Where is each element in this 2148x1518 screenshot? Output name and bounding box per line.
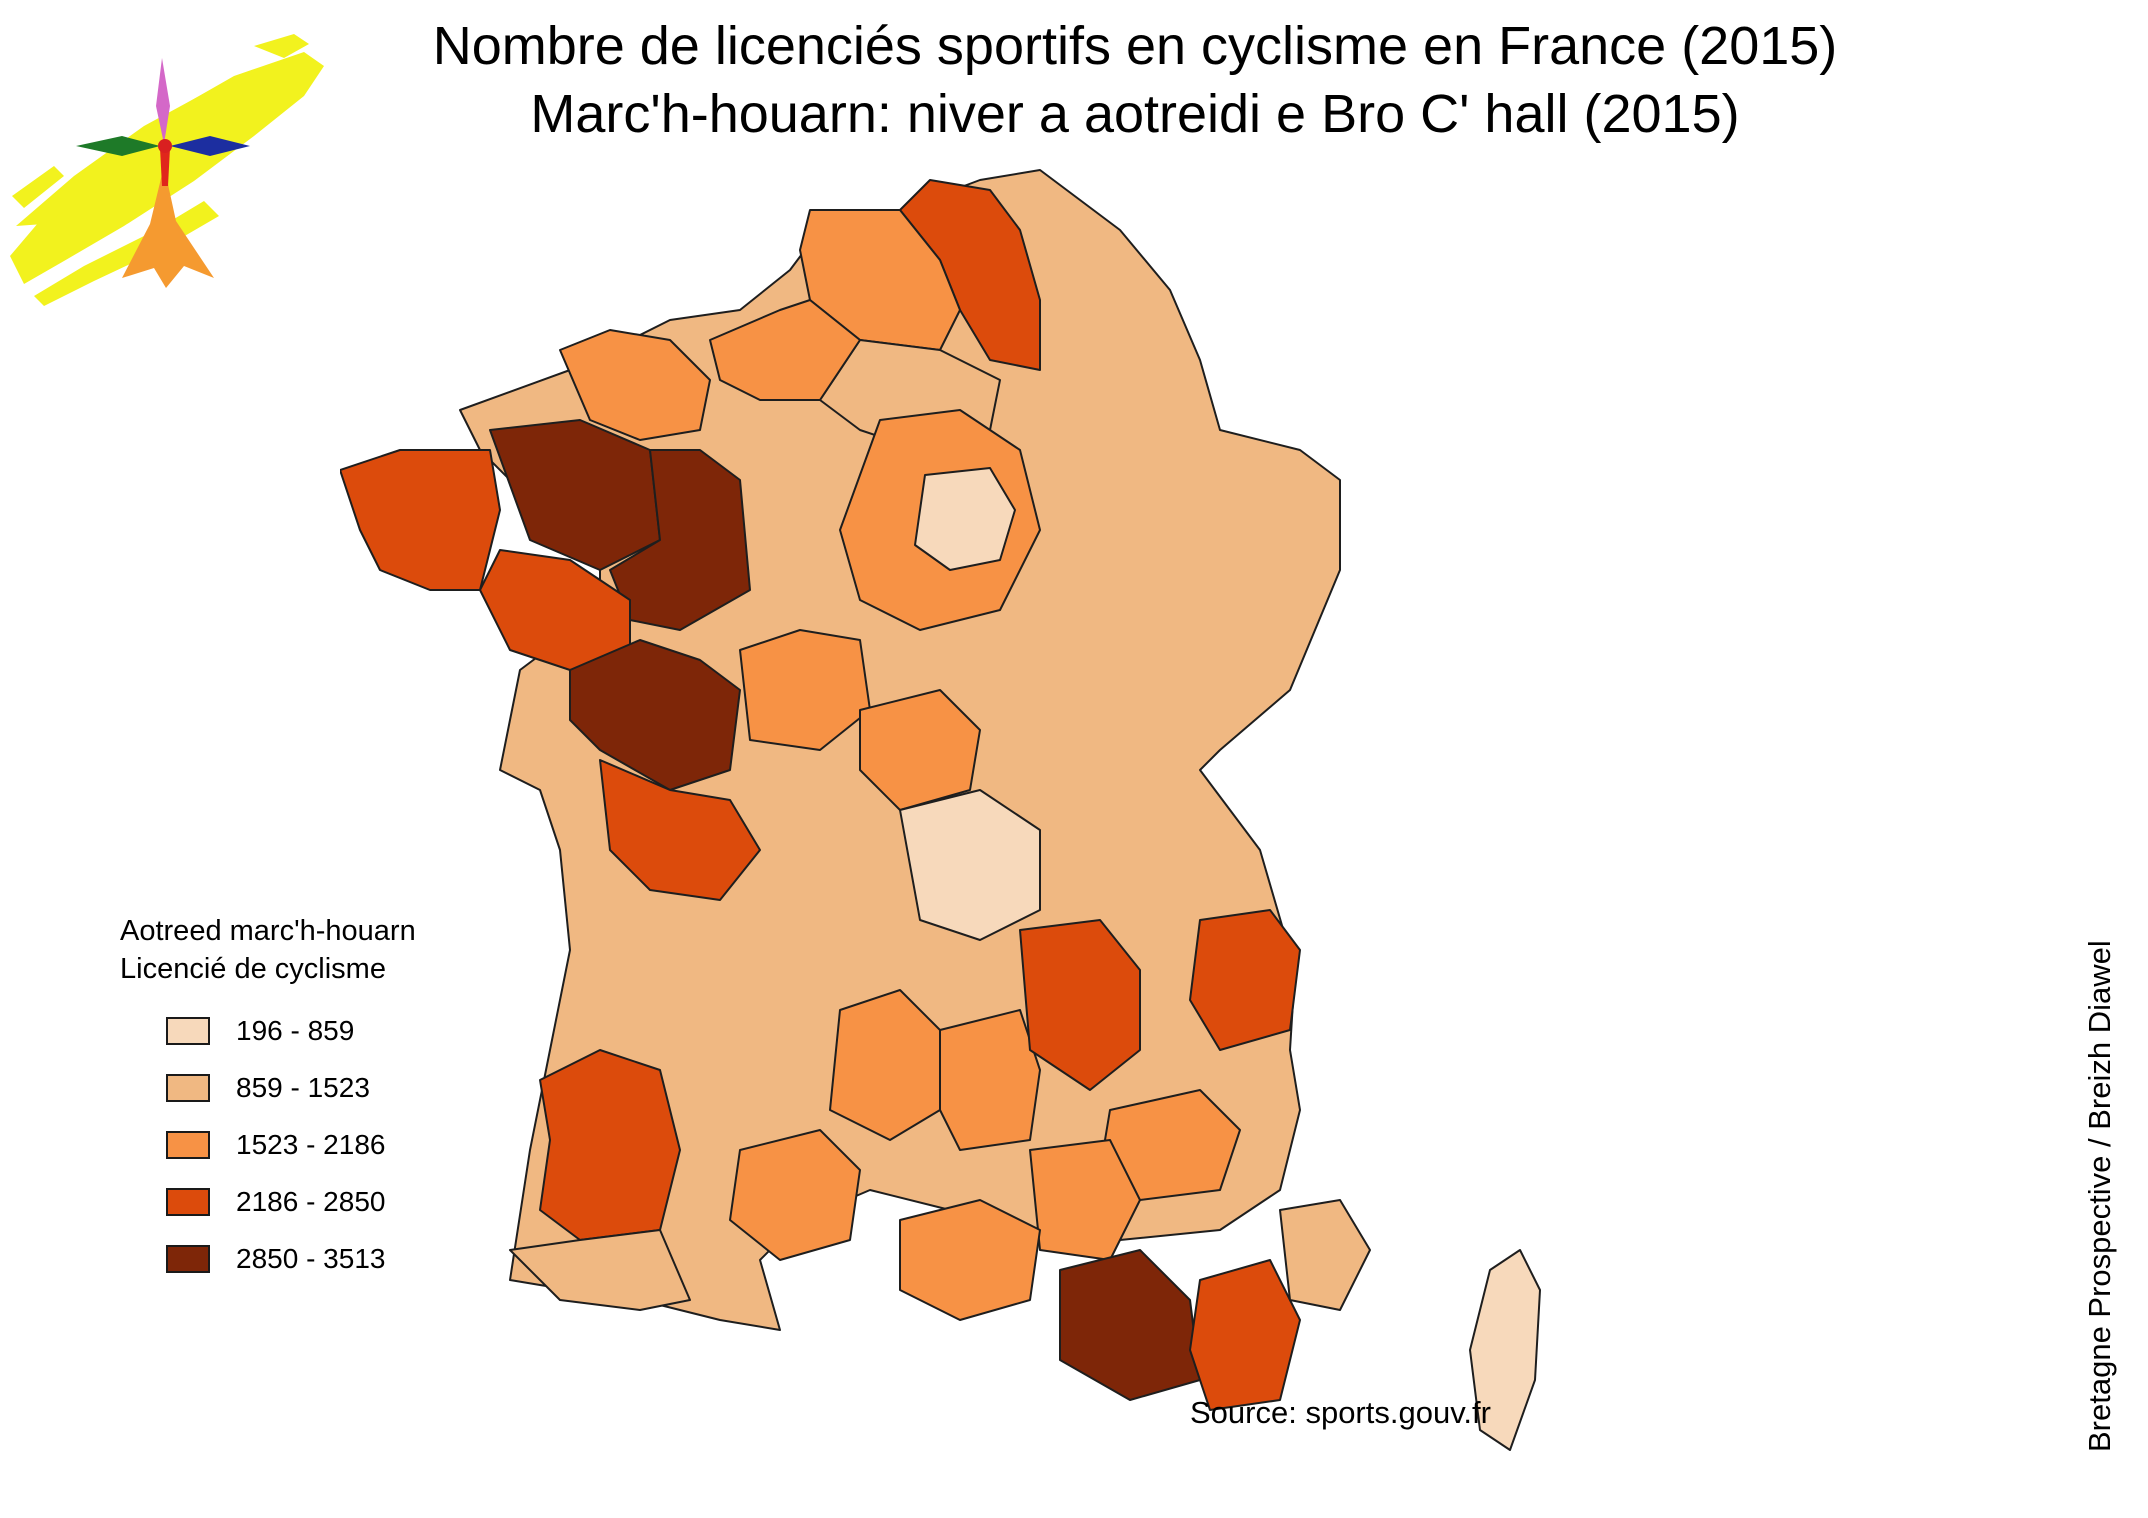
legend-item: 1523 - 2186 — [166, 1116, 500, 1173]
region-var — [1189, 1259, 1301, 1411]
region-rhone — [1019, 919, 1141, 1091]
region-centre-south — [899, 789, 1041, 941]
legend-swatch — [166, 1187, 210, 1216]
legend-item: 196 - 859 — [166, 1002, 500, 1059]
region-corse — [1469, 1249, 1541, 1451]
region-cotes-armor — [489, 419, 661, 571]
legend-label: 859 - 1523 — [236, 1071, 370, 1103]
region-ille-et-vilaine — [609, 449, 751, 631]
region-aquitaine-south — [509, 1229, 691, 1311]
legend-swatch — [166, 1073, 210, 1102]
region-puy-de-dome — [829, 989, 941, 1141]
rose-compass-flame-logo — [10, 34, 324, 306]
orange-flame — [122, 166, 214, 288]
legend-label: 2186 - 2850 — [236, 1185, 386, 1217]
region-paris-core — [914, 467, 1016, 571]
legend-label: 196 - 859 — [236, 1014, 355, 1046]
legend-item: 859 - 1523 — [166, 1059, 500, 1116]
legend-title-french: Licencié de cyclisme — [120, 953, 386, 985]
region-vendee — [599, 759, 761, 901]
legend-title-breton: Aotreed marc'h-houarn — [120, 915, 416, 947]
region-morbihan — [479, 549, 631, 671]
green-arrow — [76, 136, 160, 156]
legend-swatch — [166, 1244, 210, 1273]
france-choropleth-map — [340, 169, 1541, 1451]
region-calvados-manche — [559, 329, 711, 441]
region-loire-atlantique — [569, 639, 741, 791]
legend-swatch — [166, 1016, 210, 1045]
map-title-french: Nombre de licenciés sportifs en cyclisme… — [432, 16, 1838, 76]
region-gironde — [539, 1049, 681, 1241]
region-haute-garonne — [729, 1129, 861, 1261]
title-block: Nombre de licenciés sportifs en cyclisme… — [330, 12, 1940, 148]
region-savoie — [1189, 909, 1301, 1051]
legend-item: 2186 - 2850 — [166, 1173, 500, 1230]
map-legend: Aotreed marc'h-houarn Licencié de cyclis… — [120, 912, 500, 1287]
pink-petal — [156, 58, 170, 144]
legend-label: 2850 - 3513 — [236, 1242, 386, 1274]
region-alpes-maritimes — [1279, 1199, 1371, 1311]
blue-arrow — [170, 136, 250, 156]
source-note: Source: sports.gouv.fr — [1190, 1395, 1491, 1430]
region-herault-gard — [899, 1199, 1041, 1321]
legend-item: 2850 - 3513 — [166, 1230, 500, 1287]
legend-label: 1523 - 2186 — [236, 1128, 386, 1160]
credit-vertical: Bretagne Prospective / Breizh Diawel — [2082, 940, 2117, 1452]
region-bouches-du-rhone — [1059, 1249, 1201, 1401]
red-stem — [160, 148, 170, 186]
region-seine-maritime — [709, 299, 861, 401]
legend-items: 196 - 859 859 - 1523 1523 - 2186 2186 - … — [166, 1002, 500, 1287]
region-indre-loire — [859, 689, 981, 811]
region-finistere — [340, 449, 501, 591]
map-title-breton: Marc'h-houarn: niver a aotreidi e Bro C'… — [530, 84, 1740, 144]
region-loire-central — [939, 1009, 1041, 1151]
legend-swatch — [166, 1130, 210, 1159]
